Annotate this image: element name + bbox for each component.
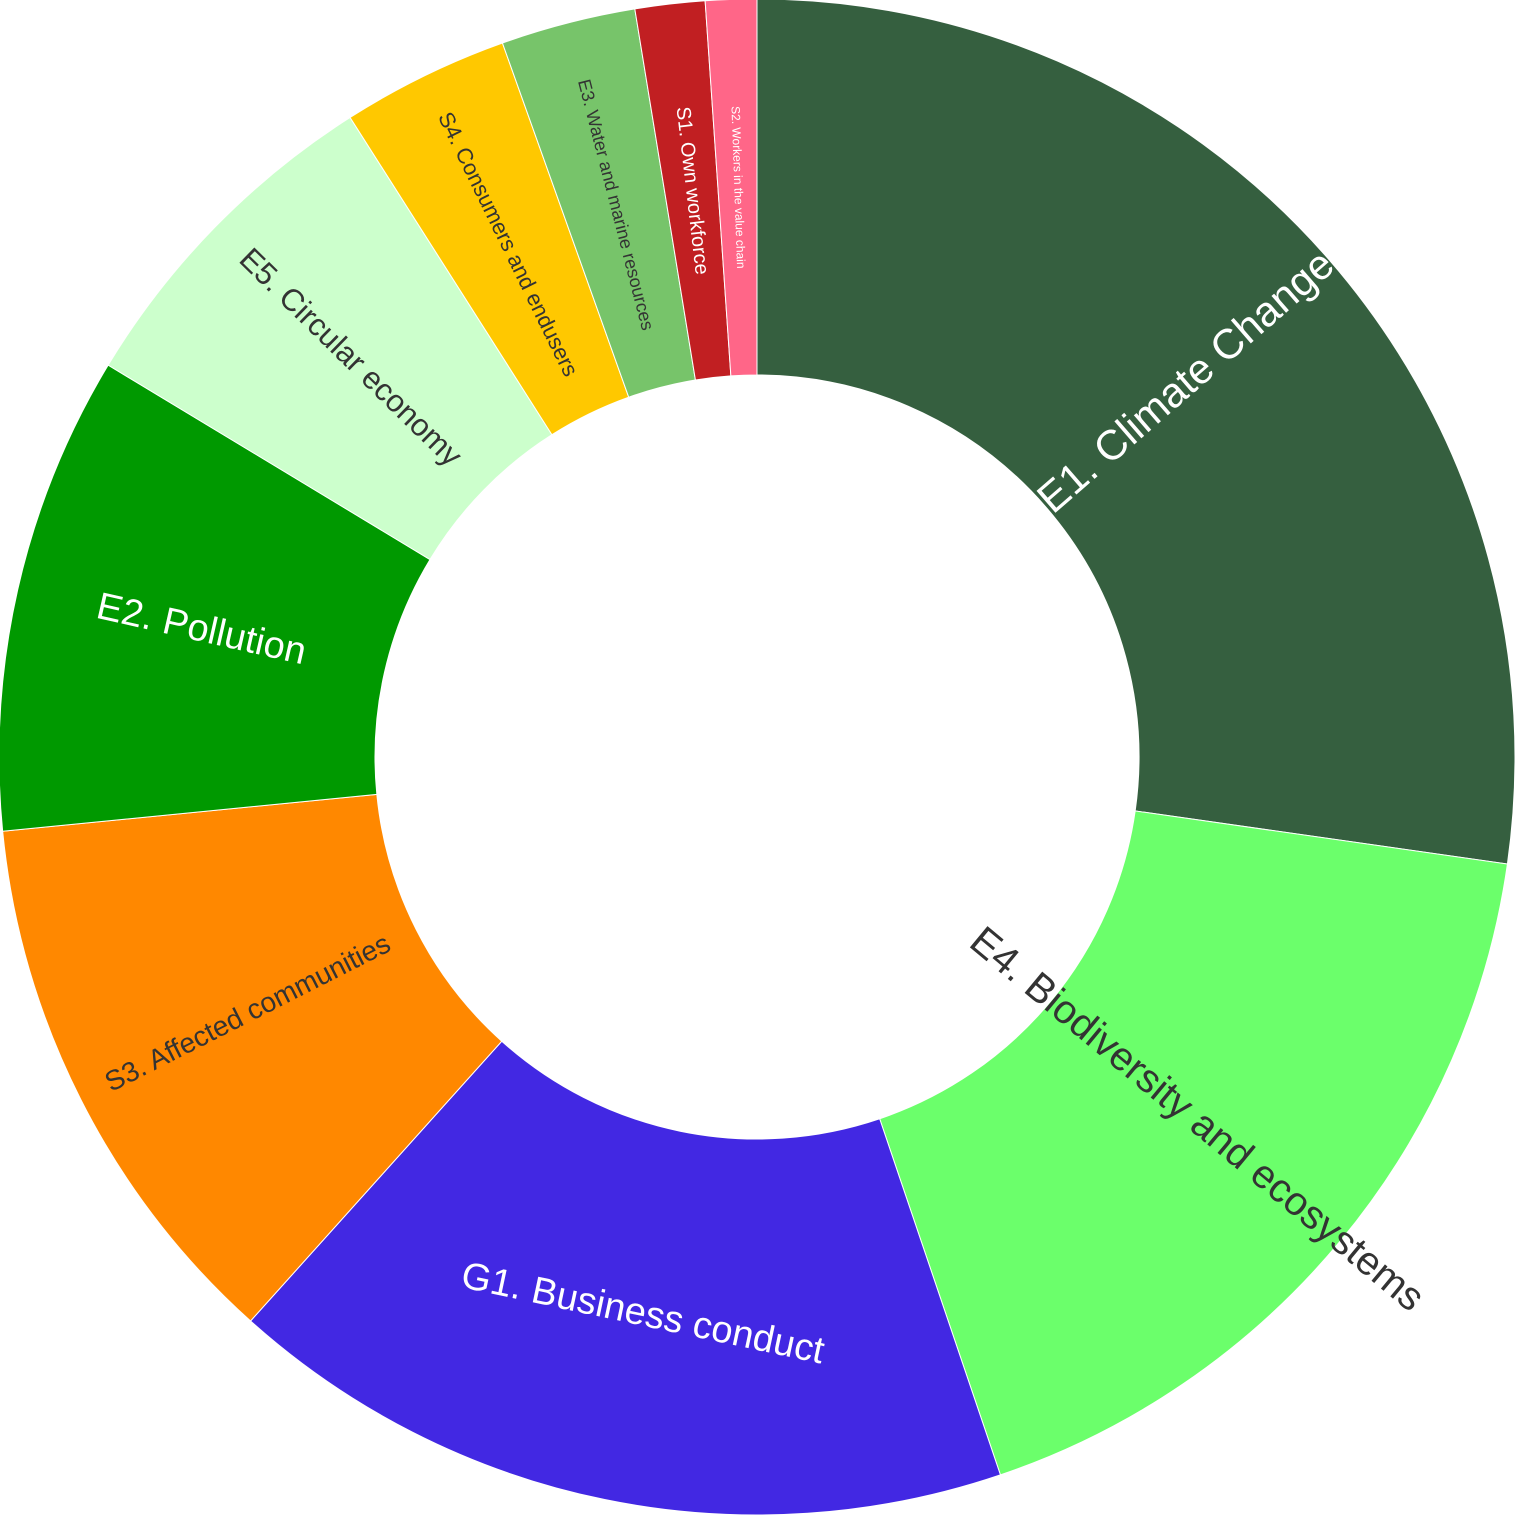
pie-slice-5 xyxy=(0,364,431,832)
pie-slice-10 xyxy=(704,0,758,377)
pie-slice-1 xyxy=(756,0,1515,865)
slice-label-10: S2. Workers in the value chain xyxy=(729,106,749,269)
pie-slice-6 xyxy=(107,116,553,561)
pie-slice-2 xyxy=(879,810,1508,1476)
pie-slice-4 xyxy=(2,793,503,1322)
